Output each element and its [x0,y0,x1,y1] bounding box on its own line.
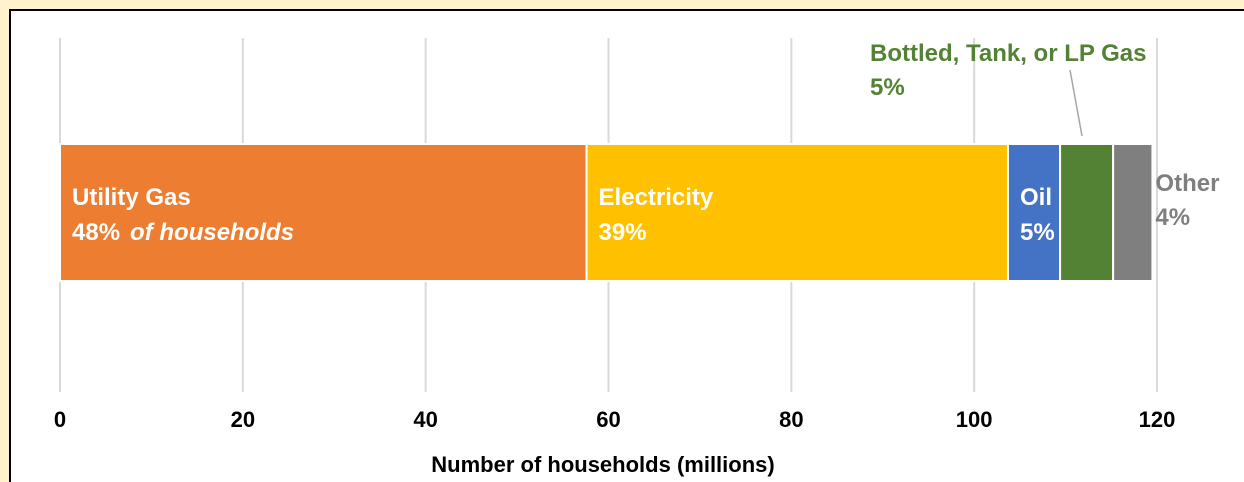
segment-label-bottled-tank-or-lp-gas: Bottled, Tank, or LP Gas [870,40,1147,67]
segment-percent-bottled-tank-or-lp-gas: 5% [870,74,905,101]
x-tick-label-120: 120 [1139,407,1176,432]
x-tick-label-100: 100 [956,407,993,432]
segment-label-utility-gas: Utility Gas [72,184,191,211]
segment-percent-value-electricity: 39% [599,219,647,246]
segment-percent-other: 4% [1155,204,1190,231]
segment-percent-electricity: 39% [599,219,647,246]
segment-label-oil: Oil [1020,184,1052,211]
bar-segment-utility-gas [59,143,588,282]
segment-percent-utility-gas: 48% of households [72,219,294,246]
segment-percent-value-utility-gas: 48% [72,219,120,246]
bar-segment-other [1112,143,1154,282]
x-tick-label-0: 0 [54,407,66,432]
bar-segments [59,143,1154,282]
x-tick-label-80: 80 [779,407,803,432]
segment-percent-oil: 5% [1020,219,1055,246]
segment-percent-value-oil: 5% [1020,219,1055,246]
segment-label-other: Other [1155,170,1219,197]
segment-percent-value-bottled-tank-or-lp-gas: 5% [870,74,905,101]
segment-label-electricity: Electricity [599,184,714,211]
x-tick-label-20: 20 [231,407,255,432]
callout-leader-line [1069,69,1083,137]
x-tick-labels: 0 20 40 60 80 100 120 [54,407,1175,432]
segment-percent-value-other: 4% [1155,204,1190,231]
x-axis-title: Number of households (millions) [431,452,774,477]
bar-segment-bottled-tank-or-lp-gas [1059,143,1115,282]
segment-percent-suffix-utility-gas: of households [130,219,294,246]
x-tick-label-40: 40 [413,407,437,432]
segment-labels: Utility Gas 48% of households Electricity 39… [72,40,1219,246]
bar-segment-oil [1006,143,1062,282]
x-tick-label-60: 60 [596,407,620,432]
bar-segment-electricity [585,143,1009,282]
